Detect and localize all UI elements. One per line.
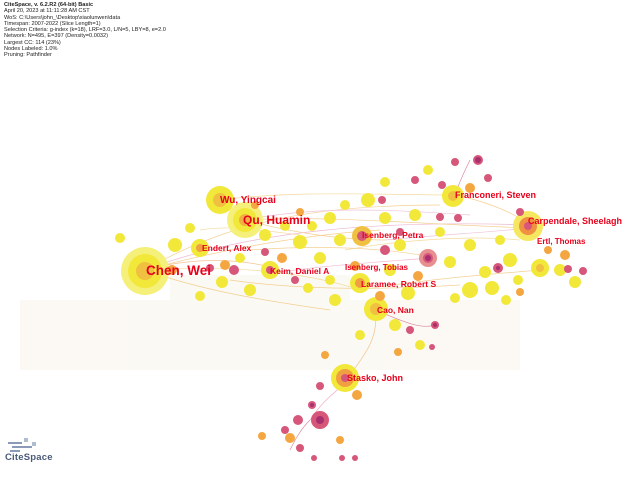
label-ertl-thomas[interactable]: Ertl, Thomas <box>537 237 586 246</box>
minor-nodes-orange[interactable] <box>167 183 570 444</box>
citespace-logo-icon <box>8 438 36 452</box>
label-cao-nan[interactable]: Cao, Nan <box>377 305 414 315</box>
label-keim-daniel[interactable]: Keim, Daniel A <box>270 266 329 276</box>
network-info-panel: CiteSpace, v. 6.2.R2 (64-bit) Basic Apri… <box>4 2 166 59</box>
watermark <box>20 275 520 370</box>
node-ertl-thomas[interactable] <box>531 259 549 277</box>
label-carpendale-sheelagh[interactable]: Carpendale, Sheelagh <box>528 216 622 226</box>
label-franconeri-steven[interactable]: Franconeri, Steven <box>455 190 536 200</box>
run-datetime: April 20, 2023 at 11:11:28 AM CST <box>4 8 90 15</box>
label-stasko-john[interactable]: Stasko, John <box>347 373 403 383</box>
timespan-info: Timespan: 2007-2022 (Slice Length=1) <box>4 20 101 27</box>
label-laramee-robert[interactable]: Laramee, Robert S <box>361 279 436 289</box>
node-qu-huamin[interactable] <box>227 202 263 238</box>
node-laramee-robert[interactable] <box>350 273 370 293</box>
label-isenberg-tobias[interactable]: Isenberg, Tobias <box>345 263 409 272</box>
largest-component: Largest CC: 114 (23%) <box>4 39 61 46</box>
node-stasko-john[interactable] <box>331 364 359 392</box>
node-endert-alex[interactable] <box>191 239 209 257</box>
label-qu-huamin[interactable]: Qu, Huamin <box>243 213 310 227</box>
label-wu-yingcai[interactable]: Wu, Yingcai <box>220 195 276 206</box>
nodes-labeled: Nodes Labeled: 1.0% <box>4 46 58 53</box>
network-stats: Network: N=495, E=397 (Density=0.0032) <box>4 33 109 40</box>
node-chen-wei[interactable] <box>121 247 169 295</box>
data-source-path: WoS: C:\Users\john_\Desktop\xiaolunwen\d… <box>4 14 121 21</box>
node-isenberg-petra[interactable] <box>352 226 372 246</box>
minor-nodes-yellow[interactable] <box>115 165 581 350</box>
network-nodes[interactable] <box>115 155 587 461</box>
citespace-logo-text: CiteSpace <box>5 452 53 463</box>
minor-nodes-purple[interactable] <box>310 157 500 424</box>
label-endert-alex[interactable]: Endert, Alex <box>202 243 252 253</box>
node-labels: Chen, Wei Qu, Huamin Wu, Yingcai Endert,… <box>146 190 622 383</box>
node-wu-yingcai[interactable] <box>206 186 234 214</box>
node-carpendale-sheelagh[interactable] <box>513 211 543 241</box>
label-isenberg-petra[interactable]: Isenberg, Petra <box>362 230 424 240</box>
node-franconeri-steven[interactable] <box>442 185 464 207</box>
selection-criteria: Selection Criteria: g-index (k=18), LRF=… <box>4 27 166 34</box>
pruning-method: Pruning: Pathfinder <box>4 52 52 59</box>
label-chen-wei[interactable]: Chen, Wei <box>146 263 211 278</box>
node-keim-daniel[interactable] <box>261 261 279 279</box>
app-version: CiteSpace, v. 6.2.R2 (64-bit) Basic <box>4 2 94 8</box>
node-cao-nan[interactable] <box>364 297 388 321</box>
minor-nodes-pink[interactable] <box>206 155 587 461</box>
